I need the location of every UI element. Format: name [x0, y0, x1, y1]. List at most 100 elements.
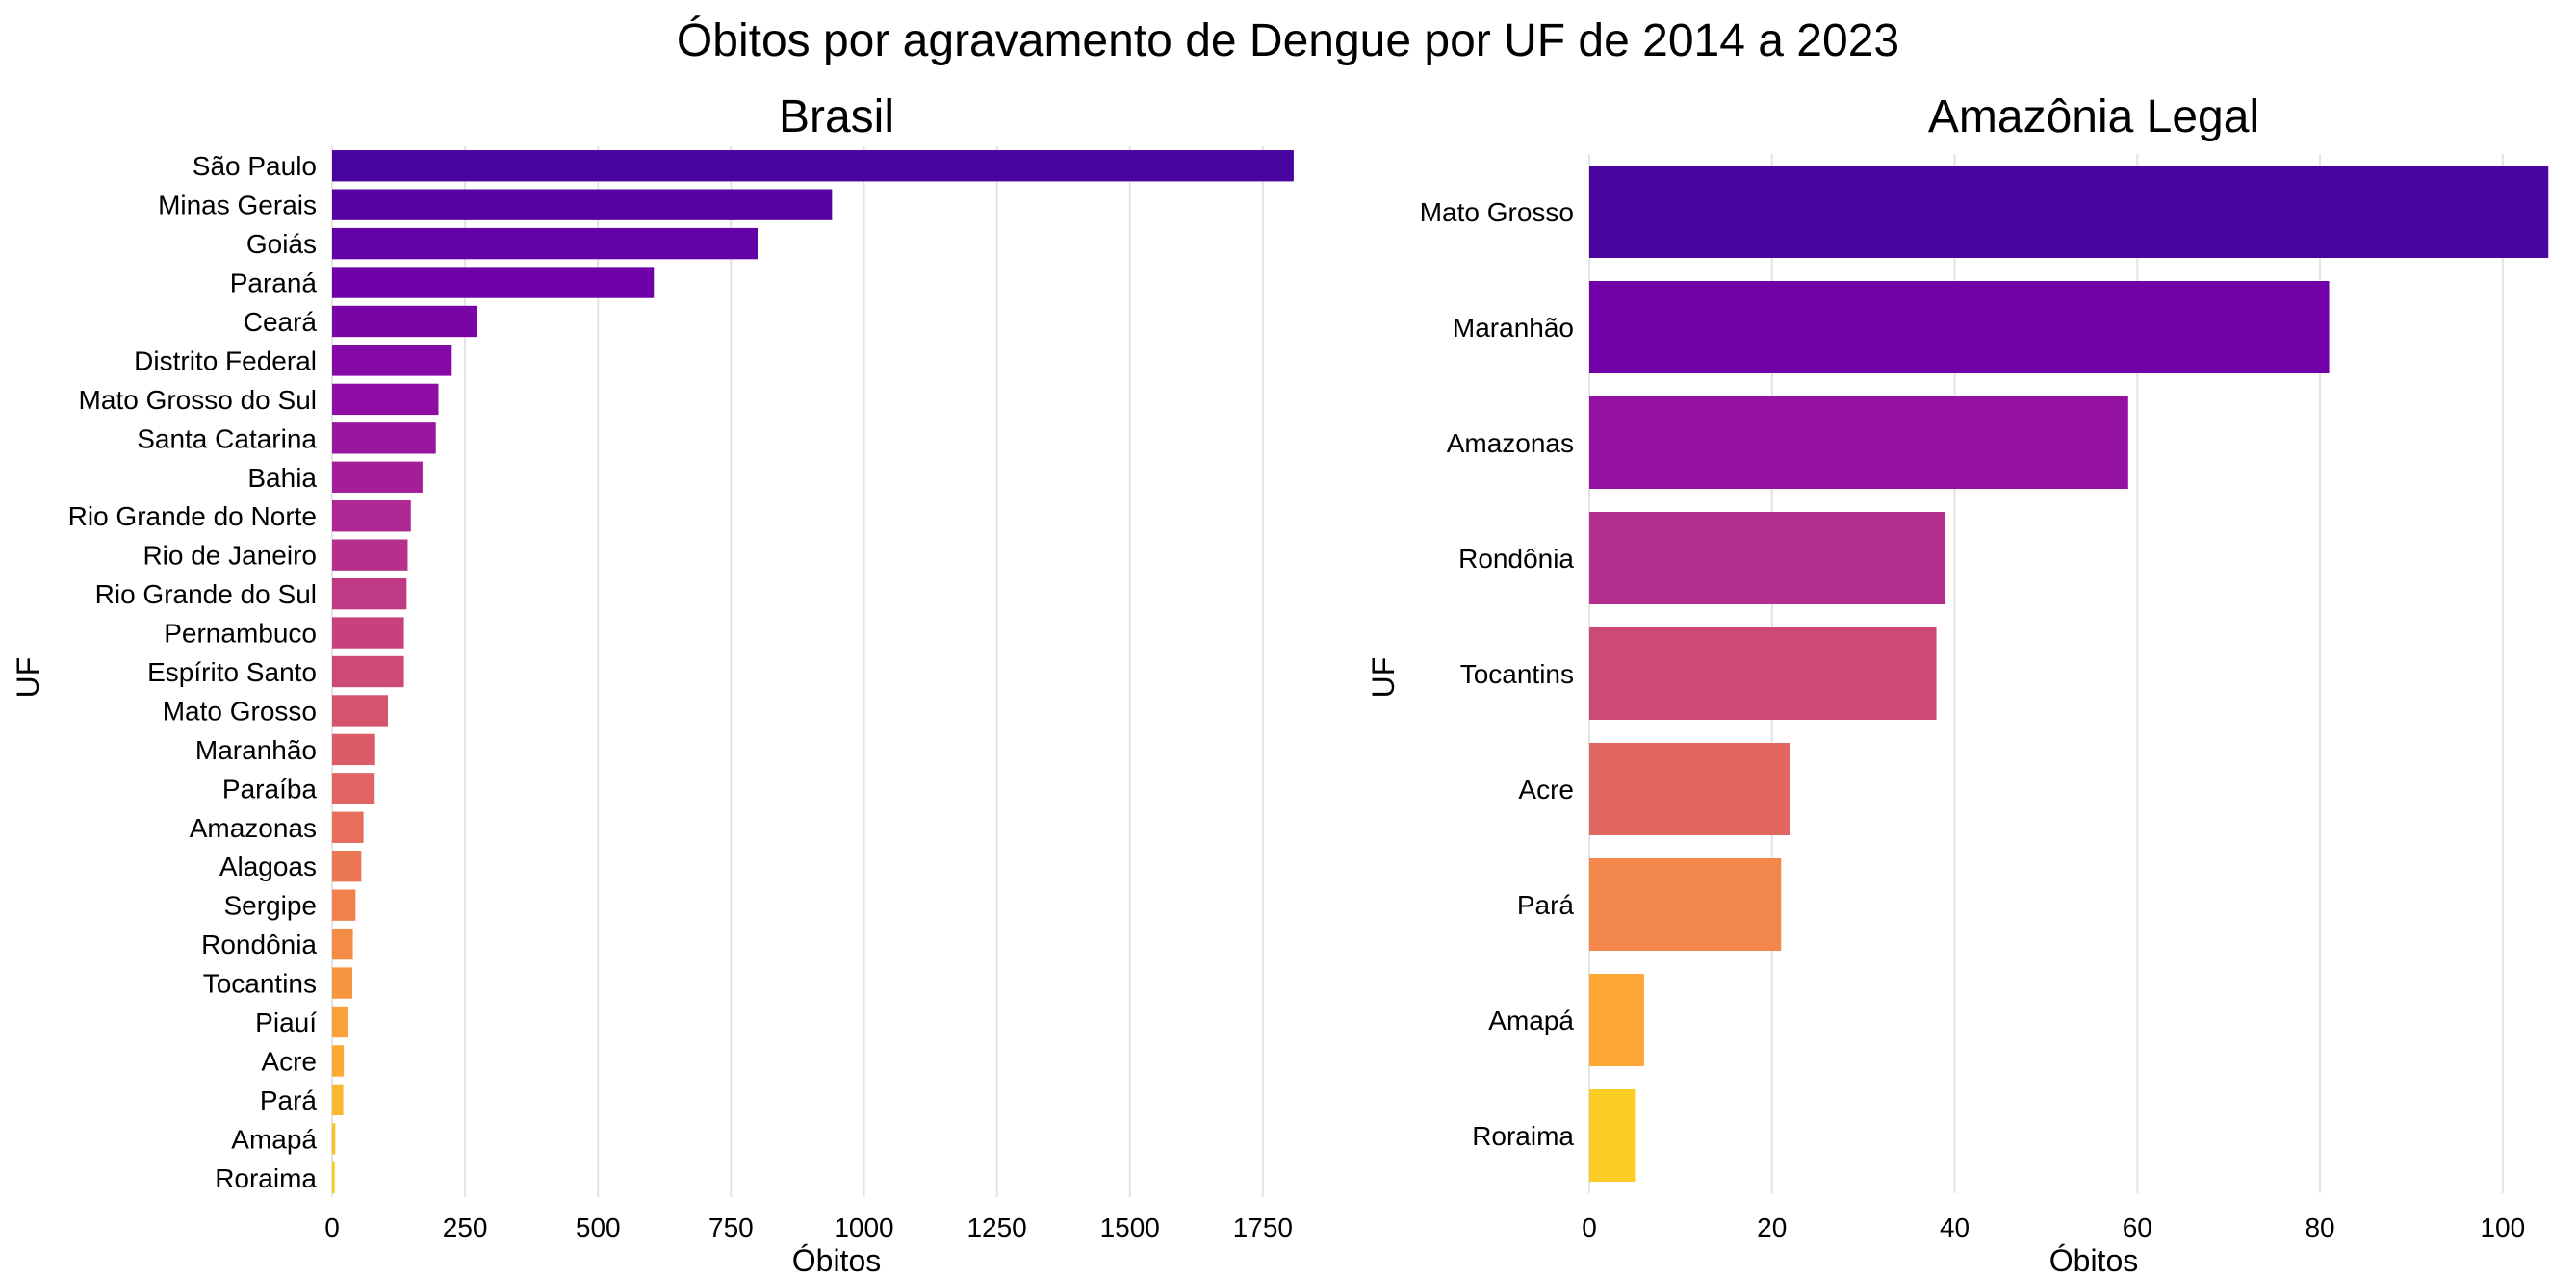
amazonia-legal-x-axis-label: Óbitos	[2049, 1243, 2138, 1276]
brasil-bar-distrito-federal	[332, 345, 452, 376]
amazonia-legal-category-label-para: Pará	[1517, 890, 1575, 920]
figure-title: Óbitos por agravamento de Dengue por UF …	[677, 14, 1899, 66]
brasil-category-labels: São Paulo Minas Gerais Goiás Paraná Ceará Dis…	[68, 151, 318, 1193]
brasil-bar-rio-grande-do-sul	[332, 577, 407, 610]
brasil-category-label-rio-grande-do-sul: Rio Grande do Sul	[95, 579, 317, 609]
amazonia-legal-y-axis-label: UF	[1366, 657, 1401, 699]
brasil-category-label-santa-catarina: Santa Catarina	[137, 423, 317, 453]
brasil-x-axis-label: Óbitos	[792, 1243, 881, 1276]
amazonia-legal-x-tick-label: 40	[1940, 1212, 1970, 1242]
brasil-category-label-roraima: Roraima	[215, 1163, 317, 1193]
amazonia-legal-x-tick-label: 80	[2305, 1212, 2334, 1242]
brasil-category-label-alagoas: Alagoas	[219, 852, 317, 881]
brasil-category-label-paraiba: Paraíba	[222, 774, 317, 804]
brasil-category-label-para: Pará	[260, 1085, 318, 1115]
brasil-bar-mato-grosso	[332, 695, 389, 727]
brasil-bar-amazonas	[332, 811, 364, 843]
amazonia-legal-category-label-amapa: Amapá	[1488, 1006, 1574, 1035]
amazonia-legal-bar-amapa	[1589, 974, 1644, 1066]
brasil-category-label-rondonia: Rondônia	[201, 930, 317, 959]
amazonia-legal-bar-acre	[1589, 743, 1790, 835]
brasil-chart-title: Brasil	[779, 91, 894, 142]
brasil-x-tick-label: 1500	[1100, 1212, 1160, 1242]
brasil-category-label-ceara: Ceará	[244, 307, 318, 337]
brasil-category-label-goias: Goiás	[246, 229, 317, 259]
amazonia-legal-category-labels: Mato Grosso Maranhão Amazonas Rondônia Tocan…	[1420, 197, 1575, 1151]
brasil-bar-amapa	[332, 1123, 336, 1155]
brasil-bar-acre	[332, 1045, 345, 1077]
amazonia-legal-bar-roraima	[1589, 1089, 1636, 1182]
brasil-category-label-distrito-federal: Distrito Federal	[134, 345, 317, 375]
brasil-category-label-rio-de-janeiro: Rio de Janeiro	[142, 541, 317, 571]
brasil-category-label-parana: Paraná	[230, 268, 318, 298]
amazonia-legal-x-tick-label: 0	[1582, 1212, 1597, 1242]
brasil-category-label-piaui: Piauí	[255, 1008, 317, 1037]
brasil-x-tick-label: 1000	[834, 1212, 893, 1242]
brasil-bars	[332, 150, 1294, 1193]
brasil-bar-sergipe	[332, 889, 356, 921]
brasil-bar-rio-de-janeiro	[332, 539, 408, 571]
brasil-category-label-maranhao: Maranhão	[195, 735, 317, 765]
amazonia-legal-category-label-acre: Acre	[1518, 775, 1574, 804]
brasil-gridlines	[331, 146, 1264, 1197]
amazonia-legal-x-tick-label: 100	[2480, 1212, 2525, 1242]
brasil-bar-pernambuco	[332, 617, 404, 649]
amazonia-legal-bar-para	[1589, 858, 1782, 951]
brasil-bar-rio-grande-do-norte	[332, 500, 411, 532]
amazonia-legal-x-tick-label: 20	[1757, 1212, 1787, 1242]
brasil-bar-goias	[332, 227, 758, 260]
brasil-category-label-bahia: Bahia	[247, 463, 317, 493]
brasil-bar-minas-gerais	[332, 189, 833, 220]
amazonia-legal-chart: Amazônia Legal Mato Grosso Maranhão Amazon…	[1366, 91, 2549, 1276]
brasil-bar-alagoas	[332, 851, 362, 882]
amazonia-legal-category-label-roraima: Roraima	[1472, 1121, 1574, 1151]
brasil-bar-piaui	[332, 1006, 348, 1038]
brasil-category-label-mato-grosso: Mato Grosso	[163, 696, 317, 726]
amazonia-legal-category-label-amazonas: Amazonas	[1447, 428, 1574, 458]
brasil-category-label-pernambuco: Pernambuco	[164, 619, 317, 649]
brasil-category-label-amazonas: Amazonas	[190, 813, 317, 843]
brasil-bar-mato-grosso-do-sul	[332, 383, 439, 416]
brasil-bar-rondonia	[332, 928, 353, 960]
brasil-y-axis-label: UF	[11, 657, 45, 699]
brasil-category-label-sergipe: Sergipe	[223, 891, 317, 921]
brasil-x-tick-label: 750	[708, 1212, 754, 1242]
brasil-bar-parana	[332, 267, 655, 298]
amazonia-legal-bar-mato-grosso	[1589, 166, 2549, 258]
brasil-bar-maranhao	[332, 733, 375, 766]
brasil-bar-tocantins	[332, 967, 352, 999]
amazonia-legal-category-label-rondonia: Rondônia	[1458, 544, 1574, 574]
brasil-category-label-amapa: Amapá	[231, 1124, 317, 1154]
brasil-category-label-mato-grosso-do-sul: Mato Grosso do Sul	[79, 385, 317, 415]
brasil-category-label-espirito-santo: Espírito Santo	[147, 657, 317, 687]
brasil-bar-sao-paulo	[332, 150, 1294, 182]
amazonia-legal-bar-rondonia	[1589, 512, 1946, 604]
amazonia-legal-bar-amazonas	[1589, 396, 2128, 489]
brasil-bar-ceara	[332, 305, 477, 338]
brasil-x-tick-label: 1250	[966, 1212, 1026, 1242]
brasil-bar-paraiba	[332, 773, 375, 804]
amazonia-legal-category-label-mato-grosso: Mato Grosso	[1420, 197, 1574, 227]
brasil-x-ticks: 0 250 500 750 1000 1250 1500 1750	[324, 1212, 1293, 1242]
amazonia-legal-x-ticks: 0 20 40 60 80 100	[1582, 1212, 2525, 1242]
brasil-bar-bahia	[332, 461, 423, 493]
brasil-category-label-sao-paulo: São Paulo	[193, 151, 317, 181]
brasil-x-tick-label: 0	[324, 1212, 340, 1242]
amazonia-legal-category-label-tocantins: Tocantins	[1460, 659, 1574, 689]
brasil-x-tick-label: 500	[576, 1212, 621, 1242]
brasil-bar-santa-catarina	[332, 422, 436, 454]
amazonia-legal-bar-tocantins	[1589, 627, 1937, 720]
amazonia-legal-chart-title: Amazônia Legal	[1928, 91, 2259, 142]
amazonia-legal-bars	[1589, 166, 2549, 1182]
brasil-category-label-tocantins: Tocantins	[203, 969, 317, 999]
brasil-x-tick-label: 250	[443, 1212, 488, 1242]
brasil-category-label-minas-gerais: Minas Gerais	[158, 191, 317, 220]
amazonia-legal-category-label-maranhao: Maranhão	[1453, 313, 1574, 343]
brasil-category-label-rio-grande-do-norte: Rio Grande do Norte	[68, 501, 317, 531]
brasil-bar-espirito-santo	[332, 655, 404, 688]
brasil-bar-roraima	[332, 1161, 335, 1193]
brasil-x-tick-label: 1750	[1233, 1212, 1293, 1242]
amazonia-legal-x-tick-label: 60	[2123, 1212, 2152, 1242]
amazonia-legal-bar-maranhao	[1589, 281, 2330, 373]
